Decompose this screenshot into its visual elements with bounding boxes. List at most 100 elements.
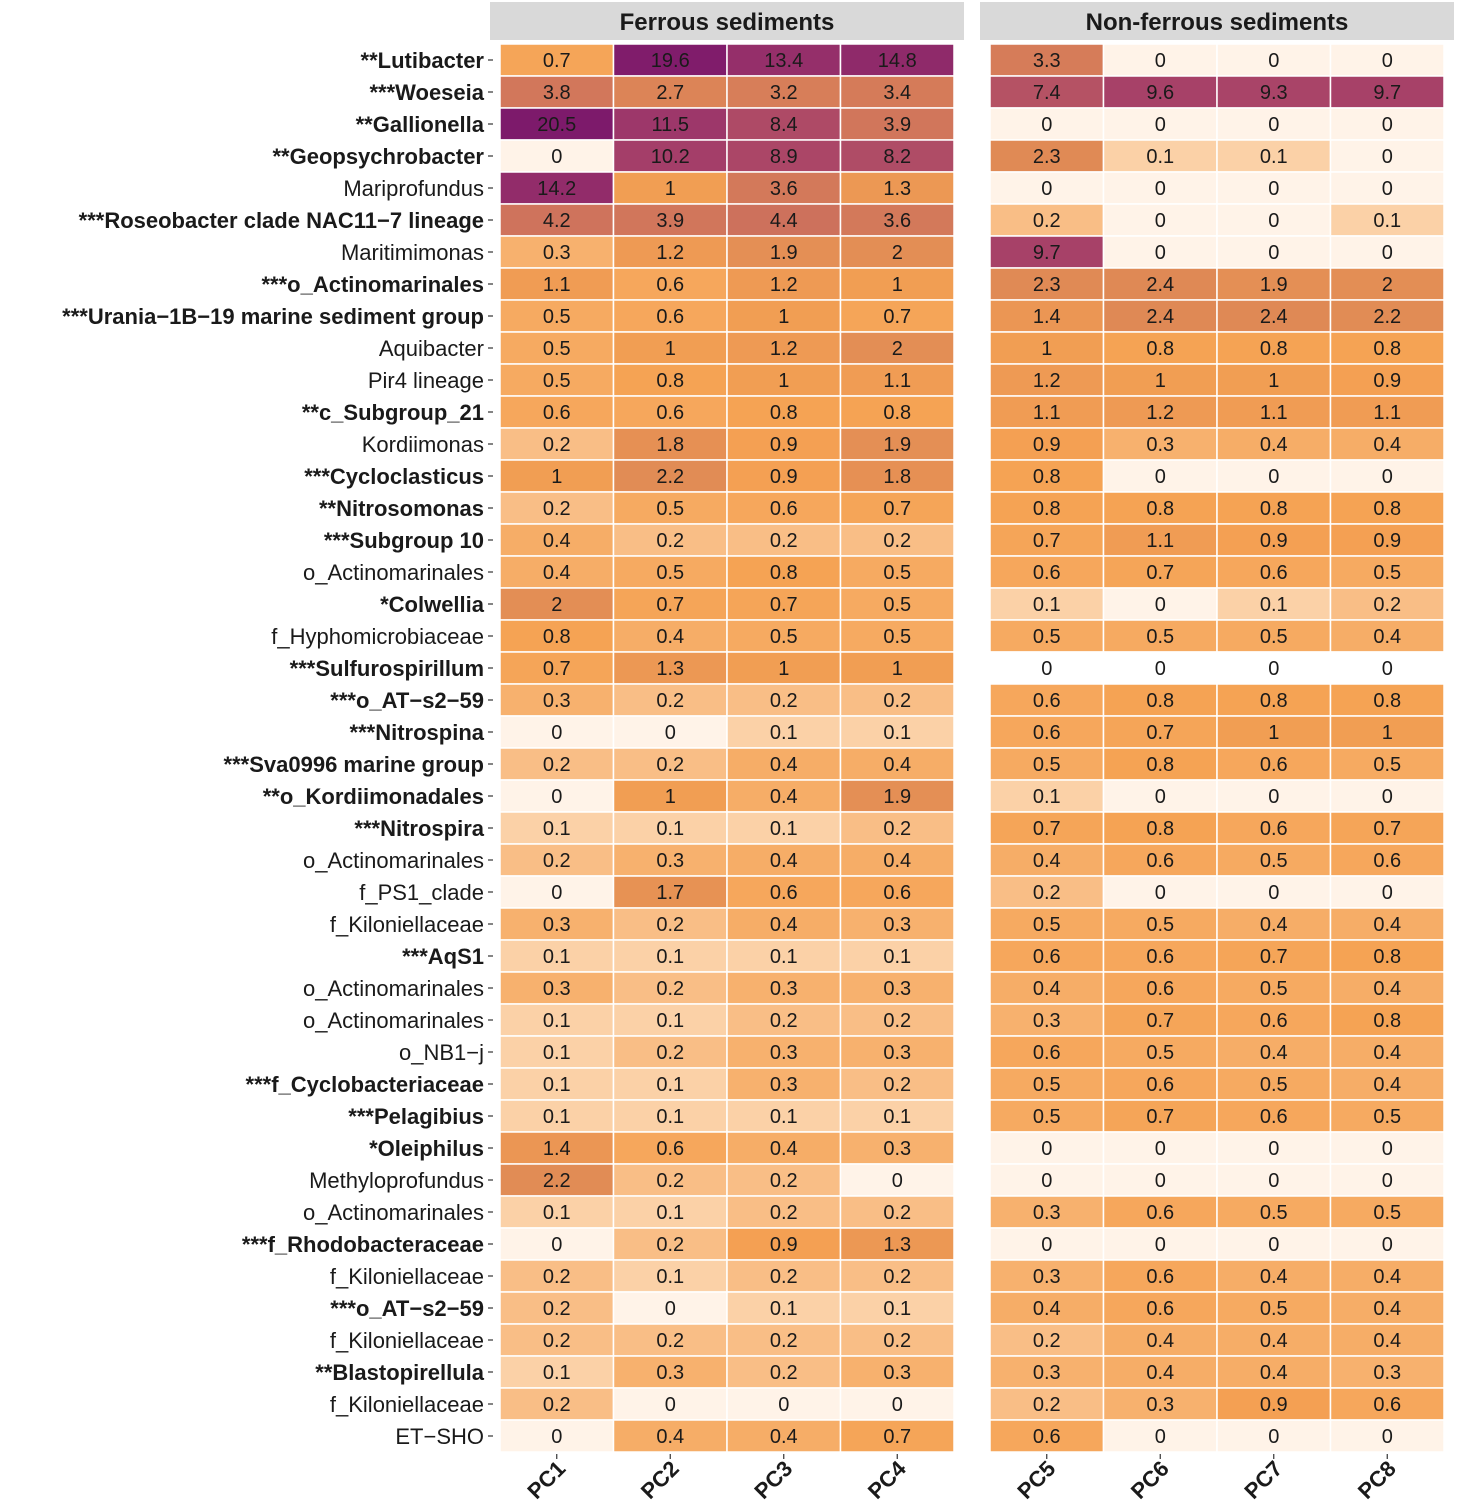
heatmap-cell bbox=[839, 139, 955, 173]
cell-value: 0.3 bbox=[1146, 1394, 1174, 1416]
cell-value: 0.6 bbox=[1033, 1042, 1061, 1064]
row-label: Pir4 lineage bbox=[368, 368, 484, 393]
row-label: ***o_Actinomarinales bbox=[261, 272, 484, 297]
cell-value: 0.2 bbox=[1033, 1394, 1061, 1416]
cell-value: 0.4 bbox=[1260, 1266, 1288, 1288]
heatmap-cell bbox=[1216, 203, 1332, 237]
cell-value: 0.6 bbox=[656, 402, 684, 424]
cell-value: 0.1 bbox=[656, 1266, 684, 1288]
cell-value: 0.5 bbox=[1260, 1074, 1288, 1096]
cell-value: 0.6 bbox=[656, 1138, 684, 1160]
heatmap-cell bbox=[612, 875, 728, 909]
cell-value: 0 bbox=[1155, 50, 1166, 72]
heatmap-cell bbox=[499, 619, 615, 653]
cell-value: 0.7 bbox=[1146, 722, 1174, 744]
cell-value: 1 bbox=[778, 306, 789, 328]
facet-strip bbox=[490, 2, 964, 40]
cell-value: 0.1 bbox=[770, 1298, 798, 1320]
heatmap-cell bbox=[1329, 779, 1445, 813]
cell-value: 0 bbox=[892, 1170, 903, 1192]
cell-value: 0.7 bbox=[1033, 530, 1061, 552]
cell-value: 2.4 bbox=[1146, 274, 1174, 296]
cell-value: 0.2 bbox=[543, 1330, 571, 1352]
heatmap-cell bbox=[499, 107, 615, 141]
row-label: ***Subgroup 10 bbox=[324, 528, 484, 553]
heatmap-cell bbox=[1102, 491, 1218, 525]
cell-value: 0.1 bbox=[656, 1106, 684, 1128]
row-label: o_Actinomarinales bbox=[303, 848, 484, 873]
cell-value: 0.1 bbox=[656, 818, 684, 840]
heatmap-cell bbox=[1329, 1355, 1445, 1389]
cell-value: 0.6 bbox=[1260, 562, 1288, 584]
cell-value: 0.4 bbox=[1260, 1362, 1288, 1384]
heatmap-cell bbox=[839, 331, 955, 365]
row-label: ***Woeseia bbox=[369, 80, 484, 105]
cell-value: 0.3 bbox=[543, 914, 571, 936]
heatmap-cell bbox=[1102, 843, 1218, 877]
cell-value: 0.4 bbox=[770, 914, 798, 936]
cell-value: 0.3 bbox=[543, 978, 571, 1000]
column-label: PC7 bbox=[1239, 1456, 1287, 1504]
heatmap-cell bbox=[839, 1003, 955, 1037]
heatmap-cell bbox=[612, 459, 728, 493]
cell-value: 0.6 bbox=[1146, 1266, 1174, 1288]
cell-value: 0.1 bbox=[543, 1042, 571, 1064]
cell-value: 0.8 bbox=[883, 402, 911, 424]
cell-value: 2.3 bbox=[1033, 146, 1061, 168]
cell-value: 0.7 bbox=[1260, 946, 1288, 968]
cell-value: 0.1 bbox=[770, 818, 798, 840]
cell-value: 0.6 bbox=[1146, 850, 1174, 872]
heatmap-cell bbox=[1102, 171, 1218, 205]
cell-value: 0.5 bbox=[543, 370, 571, 392]
heatmap-cell bbox=[989, 203, 1105, 237]
heatmap-cell bbox=[1329, 107, 1445, 141]
cell-value: 0.9 bbox=[1373, 530, 1401, 552]
heatmap-cell bbox=[1216, 683, 1332, 717]
cell-value: 0 bbox=[1382, 1170, 1393, 1192]
cell-value: 0.2 bbox=[543, 498, 571, 520]
heatmap-cell bbox=[1216, 1067, 1332, 1101]
heatmap-cell bbox=[1329, 75, 1445, 109]
cell-value: 0.2 bbox=[543, 1298, 571, 1320]
heatmap-cell bbox=[839, 811, 955, 845]
heatmap-cell bbox=[499, 1419, 615, 1453]
cell-value: 0.7 bbox=[543, 658, 571, 680]
heatmap-cell bbox=[726, 619, 842, 653]
cell-value: 0.5 bbox=[1373, 1106, 1401, 1128]
heatmap-cell bbox=[839, 363, 955, 397]
cell-value: 0.4 bbox=[1260, 1042, 1288, 1064]
cell-value: 0.1 bbox=[656, 1074, 684, 1096]
cell-value: 1.2 bbox=[656, 242, 684, 264]
heatmap-cell bbox=[1216, 43, 1332, 77]
cell-value: 0.9 bbox=[770, 1234, 798, 1256]
cell-value: 0.1 bbox=[1033, 594, 1061, 616]
heatmap-cell bbox=[726, 523, 842, 557]
cell-value: 0.6 bbox=[1033, 690, 1061, 712]
heatmap-cell bbox=[839, 907, 955, 941]
cell-value: 0.4 bbox=[1033, 850, 1061, 872]
cell-value: 0.5 bbox=[1260, 978, 1288, 1000]
cell-value: 0 bbox=[1382, 1234, 1393, 1256]
row-label: **Gallionella bbox=[356, 112, 485, 137]
cell-value: 0.1 bbox=[1373, 210, 1401, 232]
cell-value: 0.5 bbox=[770, 626, 798, 648]
cell-value: 0.4 bbox=[543, 530, 571, 552]
cell-value: 0 bbox=[551, 786, 562, 808]
heatmap-cell bbox=[1216, 1355, 1332, 1389]
cell-value: 0 bbox=[1155, 786, 1166, 808]
row-label: f_Hyphomicrobiaceae bbox=[271, 624, 484, 649]
cell-value: 2.2 bbox=[543, 1170, 571, 1192]
cell-value: 0.4 bbox=[1373, 1266, 1401, 1288]
row-label: ***Cycloclasticus bbox=[304, 464, 484, 489]
row-label: o_NB1−j bbox=[399, 1040, 484, 1065]
cell-value: 0.5 bbox=[1033, 914, 1061, 936]
cell-value: 9.3 bbox=[1260, 82, 1288, 104]
cell-value: 0.5 bbox=[1260, 1298, 1288, 1320]
heatmap-cell bbox=[839, 1419, 955, 1453]
cell-value: 0.1 bbox=[656, 1202, 684, 1224]
cell-value: 0.5 bbox=[883, 626, 911, 648]
cell-value: 0.6 bbox=[1260, 818, 1288, 840]
cell-value: 0.3 bbox=[656, 1362, 684, 1384]
cell-value: 0.1 bbox=[883, 1106, 911, 1128]
facet-title: Ferrous sediments bbox=[620, 9, 835, 36]
